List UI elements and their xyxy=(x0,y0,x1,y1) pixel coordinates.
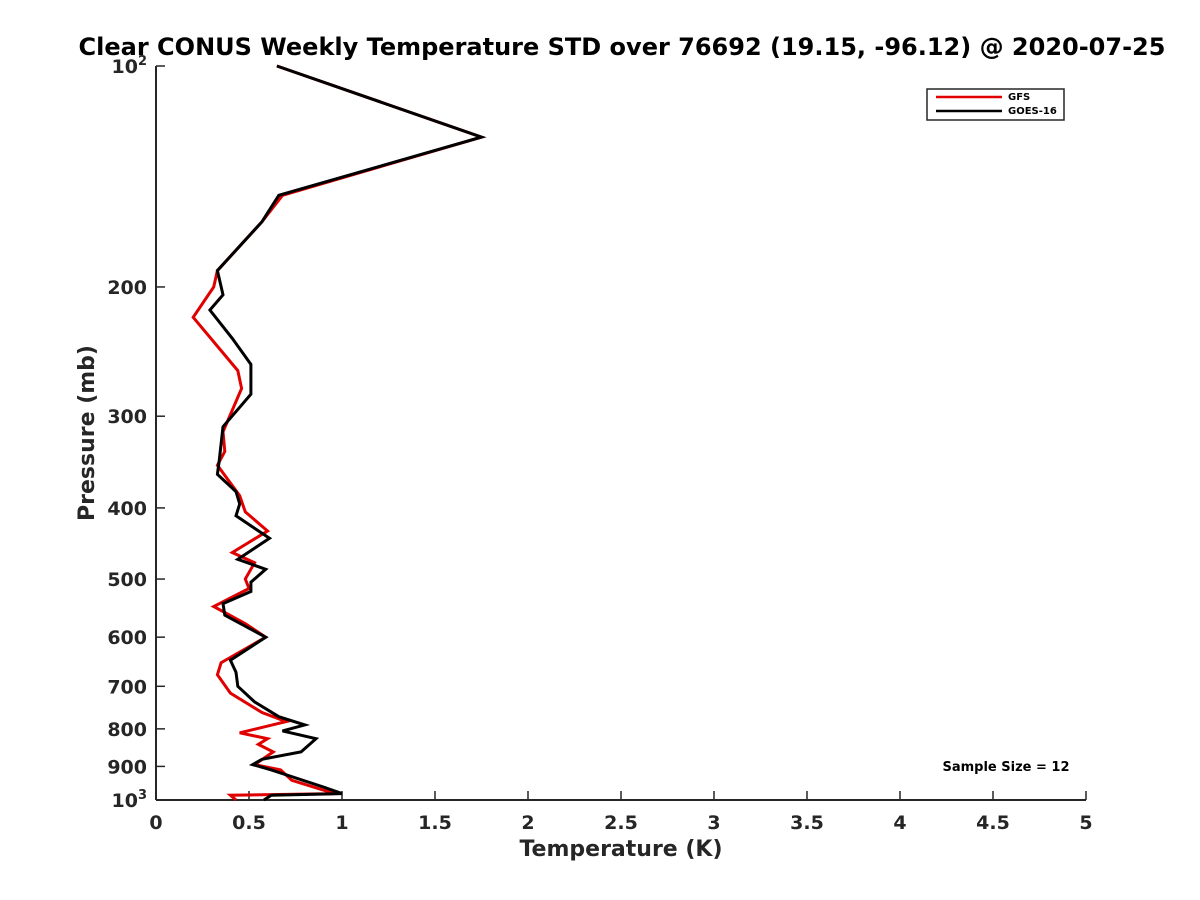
x-tick-label: 4 xyxy=(893,812,906,834)
x-tick-label: 0 xyxy=(149,812,162,834)
sample-size-annotation: Sample Size = 12 xyxy=(942,760,1069,775)
x-ticks: 0 0.5 1 1.5 2 2.5 3 3.5 4 4.5 5 xyxy=(149,791,1093,834)
y-tick-label: 500 xyxy=(107,569,147,591)
legend-label-gfs: GFS xyxy=(1008,92,1030,103)
y-tick-label: 300 xyxy=(107,406,147,428)
series-layer xyxy=(191,64,487,802)
chart-title: Clear CONUS Weekly Temperature STD over … xyxy=(79,33,1166,61)
y-axis-label: Pressure (mb) xyxy=(75,345,100,521)
y-tick-label: 600 xyxy=(107,627,147,649)
x-tick-label: 3.5 xyxy=(790,812,824,834)
legend-label-goes16: GOES-16 xyxy=(1008,106,1057,117)
y-tick-label: 800 xyxy=(107,719,147,741)
x-tick-label: 2.5 xyxy=(604,812,638,834)
legend-box xyxy=(926,88,1065,121)
x-tick-label: 5 xyxy=(1079,812,1092,834)
x-tick-label: 2 xyxy=(521,812,534,834)
series-line-gfs xyxy=(191,64,487,802)
y-tick-label: 700 xyxy=(107,676,147,698)
series-line-goes16 xyxy=(207,64,487,802)
y-tick-label: 200 xyxy=(107,277,147,299)
legend: GFS GOES-16 xyxy=(926,88,1065,121)
x-axis-label: Temperature (K) xyxy=(519,837,722,862)
y-tick-label: 900 xyxy=(107,756,147,778)
x-tick-label: 0.5 xyxy=(232,812,266,834)
x-tick-label: 1.5 xyxy=(418,812,452,834)
x-tick-label: 3 xyxy=(707,812,720,834)
x-tick-label: 4.5 xyxy=(976,812,1010,834)
y-tick-label: 400 xyxy=(107,498,147,520)
x-tick-label: 1 xyxy=(335,812,348,834)
